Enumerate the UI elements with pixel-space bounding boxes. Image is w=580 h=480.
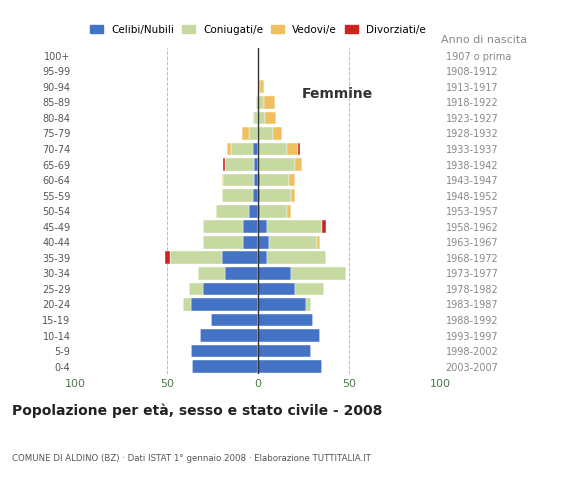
Bar: [231, 143, 253, 156]
Bar: [266, 111, 276, 124]
Bar: [258, 329, 320, 342]
Bar: [249, 205, 258, 217]
Bar: [258, 111, 266, 124]
Bar: [258, 236, 269, 249]
Bar: [244, 236, 258, 249]
Bar: [317, 236, 320, 249]
Text: Anno di nascita: Anno di nascita: [441, 35, 527, 45]
Bar: [222, 174, 223, 187]
Bar: [190, 345, 258, 358]
Bar: [256, 96, 258, 109]
Bar: [204, 283, 258, 295]
Bar: [253, 111, 255, 124]
Bar: [263, 96, 274, 109]
Bar: [287, 143, 298, 156]
Bar: [269, 236, 317, 249]
Bar: [258, 127, 273, 140]
Bar: [258, 174, 260, 187]
Text: COMUNE DI ALDINO (BZ) · Dati ISTAT 1° gennaio 2008 · Elaborazione TUTTITALIA.IT: COMUNE DI ALDINO (BZ) · Dati ISTAT 1° ge…: [12, 454, 371, 463]
Bar: [225, 158, 255, 171]
Bar: [273, 127, 282, 140]
Bar: [171, 252, 222, 264]
Bar: [258, 81, 260, 93]
Text: Popolazione per età, sesso e stato civile - 2008: Popolazione per età, sesso e stato civil…: [12, 404, 382, 418]
Bar: [258, 345, 311, 358]
Bar: [222, 252, 258, 264]
Bar: [249, 127, 258, 140]
Bar: [253, 143, 258, 156]
Bar: [216, 205, 249, 217]
Bar: [306, 298, 311, 311]
Bar: [198, 267, 225, 280]
Bar: [267, 252, 326, 264]
Bar: [260, 205, 287, 217]
Bar: [258, 283, 295, 295]
Bar: [223, 158, 225, 171]
Bar: [260, 174, 289, 187]
Bar: [258, 189, 260, 202]
Bar: [204, 220, 244, 233]
Bar: [227, 143, 231, 156]
Bar: [204, 236, 244, 249]
Bar: [253, 189, 258, 202]
Bar: [298, 143, 300, 156]
Bar: [258, 298, 306, 311]
Bar: [242, 127, 249, 140]
Bar: [258, 158, 295, 171]
Bar: [244, 220, 258, 233]
Bar: [255, 158, 258, 171]
Legend: Celibi/Nubili, Coniugati/e, Vedovi/e, Divorziati/e: Celibi/Nubili, Coniugati/e, Vedovi/e, Di…: [86, 21, 430, 39]
Bar: [223, 174, 255, 187]
Bar: [289, 174, 295, 187]
Bar: [190, 298, 258, 311]
Bar: [183, 298, 190, 311]
Bar: [287, 205, 291, 217]
Bar: [258, 96, 263, 109]
Bar: [222, 189, 253, 202]
Bar: [322, 220, 326, 233]
Bar: [225, 267, 258, 280]
Bar: [255, 174, 258, 187]
Bar: [258, 205, 260, 217]
Bar: [295, 158, 302, 171]
Bar: [258, 313, 313, 326]
Bar: [291, 189, 295, 202]
Bar: [260, 81, 263, 93]
Bar: [291, 267, 346, 280]
Bar: [193, 360, 258, 373]
Bar: [200, 329, 258, 342]
Bar: [258, 220, 267, 233]
Bar: [258, 143, 287, 156]
Bar: [260, 189, 291, 202]
Bar: [258, 267, 291, 280]
Bar: [188, 283, 204, 295]
Bar: [258, 252, 267, 264]
Bar: [211, 313, 258, 326]
Bar: [258, 360, 322, 373]
Bar: [267, 220, 322, 233]
Bar: [295, 283, 324, 295]
Text: Femmine: Femmine: [302, 87, 373, 101]
Bar: [255, 111, 258, 124]
Bar: [165, 252, 171, 264]
